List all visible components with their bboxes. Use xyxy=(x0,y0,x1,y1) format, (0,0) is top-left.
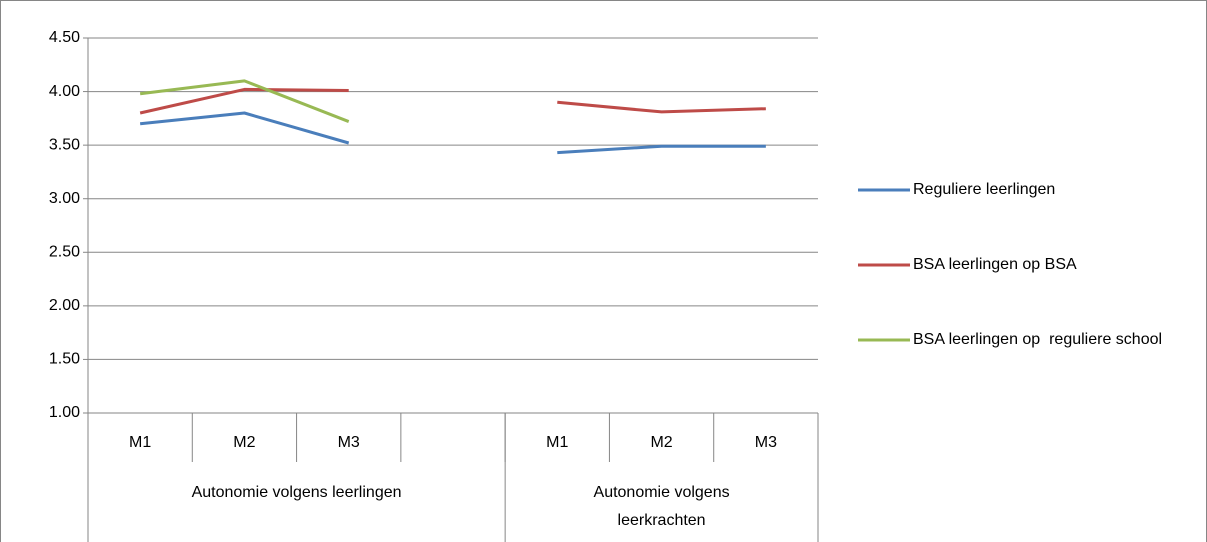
y-tick-label: 4.50 xyxy=(49,29,80,46)
legend-label: BSA leerlingen op reguliere school xyxy=(913,331,1163,348)
group-label: Autonomie volgens leerkrachten xyxy=(593,484,730,529)
legend-label: Reguliere leerlingen xyxy=(913,181,1056,198)
y-tick-label: 2.50 xyxy=(49,244,80,261)
x-tick-label: M3 xyxy=(338,434,360,451)
y-tick-label: 1.50 xyxy=(49,351,80,368)
x-tick-label: M2 xyxy=(233,434,255,451)
series-line xyxy=(139,87,766,115)
x-tick-label: M1 xyxy=(546,434,568,451)
x-tick-label: M2 xyxy=(650,434,672,451)
y-tick-label: 3.50 xyxy=(49,136,80,153)
y-tick-label: 1.00 xyxy=(49,404,80,421)
y-tick-label: 4.00 xyxy=(49,83,80,100)
legend-label: BSA leerlingen op BSA xyxy=(913,256,1077,273)
series-line xyxy=(139,111,766,155)
x-tick-label: M3 xyxy=(755,434,777,451)
y-tick-label: 3.00 xyxy=(49,190,80,207)
group-label: Autonomie volgens leerlingen xyxy=(191,484,402,501)
y-tick-label: 2.00 xyxy=(49,297,80,314)
series-line xyxy=(139,79,350,123)
x-tick-label: M1 xyxy=(129,434,151,451)
